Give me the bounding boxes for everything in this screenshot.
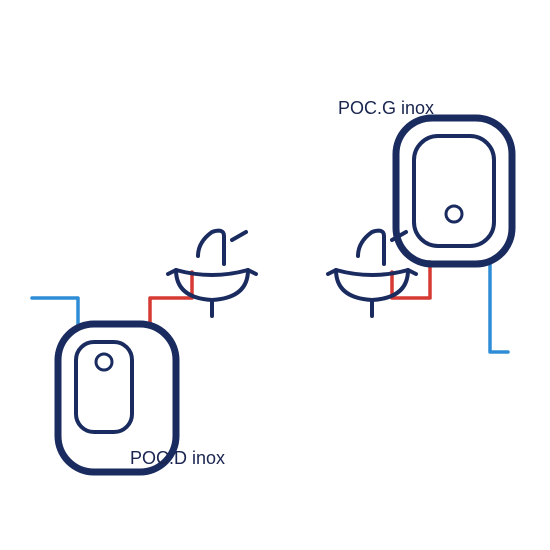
hot-pipe-left — [150, 272, 192, 326]
cold-pipe-left — [32, 298, 78, 326]
label-poc-d: POC.D inox — [130, 448, 225, 469]
installation-diagram — [0, 0, 550, 550]
label-poc-g: POC.G inox — [338, 98, 434, 119]
cold-pipe-right — [490, 262, 508, 352]
